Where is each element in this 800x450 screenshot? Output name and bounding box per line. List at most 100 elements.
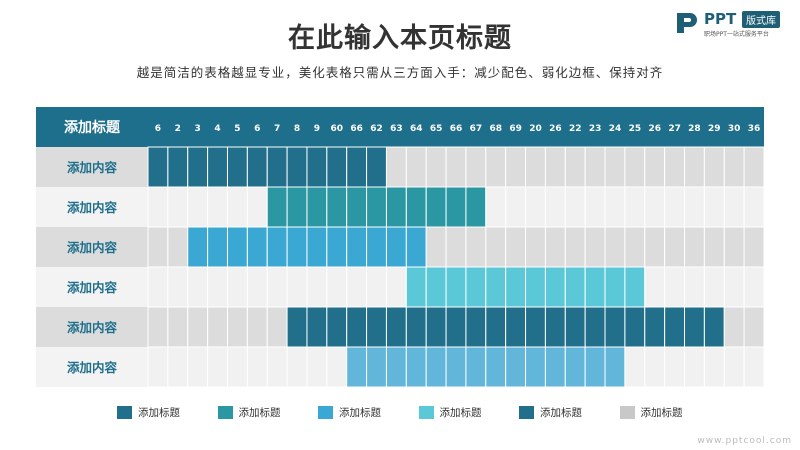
gantt-bar-cell: [405, 306, 427, 348]
legend-swatch: [117, 406, 132, 419]
gantt-bar-cell: [346, 146, 368, 188]
gantt-bar-cell: [306, 306, 328, 348]
gantt-bar-cell: [485, 346, 507, 388]
gantt-bar-cell: [346, 306, 368, 348]
empty-cell: [226, 306, 248, 348]
gantt-bar-cell: [246, 146, 268, 188]
gantt-bar-cell: [187, 146, 209, 188]
gantt-bar-cell: [266, 146, 288, 188]
empty-cell: [465, 226, 487, 268]
empty-cell: [664, 146, 686, 188]
legend-swatch: [418, 406, 434, 419]
header-row-background: [36, 107, 764, 147]
empty-cell: [525, 226, 546, 268]
empty-cell: [684, 146, 705, 188]
column-header: 6: [155, 124, 161, 134]
gantt-bar-cell: [465, 266, 487, 308]
empty-cell: [743, 186, 765, 228]
gantt-bar-cell: [306, 146, 328, 188]
row-label: 添加内容: [67, 160, 118, 175]
column-header: 9: [314, 124, 320, 134]
gantt-bar-cell: [385, 306, 407, 348]
gantt-bar-cell: [505, 346, 527, 388]
page-subtitle: 越是简洁的表格越显专业，美化表格只需从三方面入手：减少配色、弱化边框、保持对齐: [136, 65, 664, 80]
column-header: 67: [470, 124, 483, 134]
empty-cell: [703, 226, 725, 268]
empty-cell: [167, 266, 189, 308]
row-label: 添加内容: [67, 280, 118, 295]
empty-cell: [505, 146, 527, 188]
empty-cell: [544, 146, 566, 188]
empty-cell: [624, 146, 646, 188]
gantt-bar-cell: [385, 186, 407, 228]
gantt-bar-cell: [485, 266, 507, 308]
empty-cell: [346, 266, 368, 308]
row-label-background: [36, 267, 148, 307]
gantt-bar-cell: [584, 346, 606, 388]
gantt-bar-cell: [405, 346, 427, 388]
gantt-bar-cell: [326, 306, 348, 348]
logo-mark-icon: [677, 13, 697, 33]
empty-cell: [445, 146, 467, 188]
empty-cell: [723, 146, 745, 188]
column-header: 66: [350, 124, 363, 134]
empty-cell: [187, 186, 209, 228]
legend-swatch: [217, 406, 233, 419]
gantt-bar-cell: [525, 346, 546, 388]
column-header: 29: [708, 124, 721, 134]
gantt-bar-cell: [505, 266, 527, 308]
empty-cell: [485, 226, 507, 268]
empty-cell: [564, 186, 586, 228]
column-header: 3: [195, 124, 201, 134]
empty-cell: [644, 346, 666, 388]
empty-cell: [684, 266, 705, 308]
empty-cell: [644, 226, 666, 268]
gantt-bar-cell: [366, 226, 387, 268]
gantt-bar-cell: [306, 226, 328, 268]
gantt-bar-cell: [326, 146, 348, 188]
column-header: 65: [430, 124, 443, 134]
row-label-background: [36, 187, 148, 227]
gantt-bar-cell: [326, 186, 348, 228]
column-header: 5: [234, 124, 240, 134]
column-header: 62: [370, 124, 383, 134]
empty-cell: [246, 266, 268, 308]
gantt-bar-cell: [405, 226, 427, 268]
empty-cell: [226, 266, 248, 308]
gantt-bar-cell: [445, 346, 467, 388]
empty-cell: [485, 186, 507, 228]
empty-cell: [326, 266, 348, 308]
empty-cell: [505, 226, 527, 268]
gantt-bar-cell: [584, 266, 606, 308]
empty-cell: [564, 226, 586, 268]
empty-cell: [743, 226, 765, 268]
empty-cell: [723, 266, 745, 308]
empty-cell: [624, 186, 646, 228]
row-label-background: [36, 147, 148, 187]
gantt-bar-cell: [385, 346, 407, 388]
gantt-bar-cell: [624, 266, 646, 308]
empty-cell: [465, 146, 487, 188]
empty-cell: [664, 266, 686, 308]
row-label-background: [36, 227, 148, 267]
empty-cell: [664, 186, 686, 228]
legend-label: 添加标题: [238, 407, 281, 419]
column-header: 36: [748, 124, 761, 134]
empty-cell: [306, 346, 328, 388]
gantt-bar-cell: [684, 306, 705, 348]
legend-swatch: [318, 406, 333, 419]
gantt-bar-cell: [664, 306, 686, 348]
legend-swatch: [519, 406, 534, 419]
gantt-bar-cell: [465, 346, 487, 388]
gantt-bar-cell: [425, 306, 447, 348]
empty-cell: [743, 266, 765, 308]
chart-legend: 添加标题 添加标题 添加标题 添加标题 添加标题 添加标题: [0, 404, 800, 422]
gantt-bar-cell: [366, 346, 387, 388]
gantt-bar-cell: [525, 306, 546, 348]
column-header: 24: [609, 124, 622, 134]
row-label-background: [36, 347, 148, 387]
column-header: 25: [629, 124, 642, 134]
empty-cell: [425, 226, 447, 268]
empty-cell: [147, 266, 169, 308]
